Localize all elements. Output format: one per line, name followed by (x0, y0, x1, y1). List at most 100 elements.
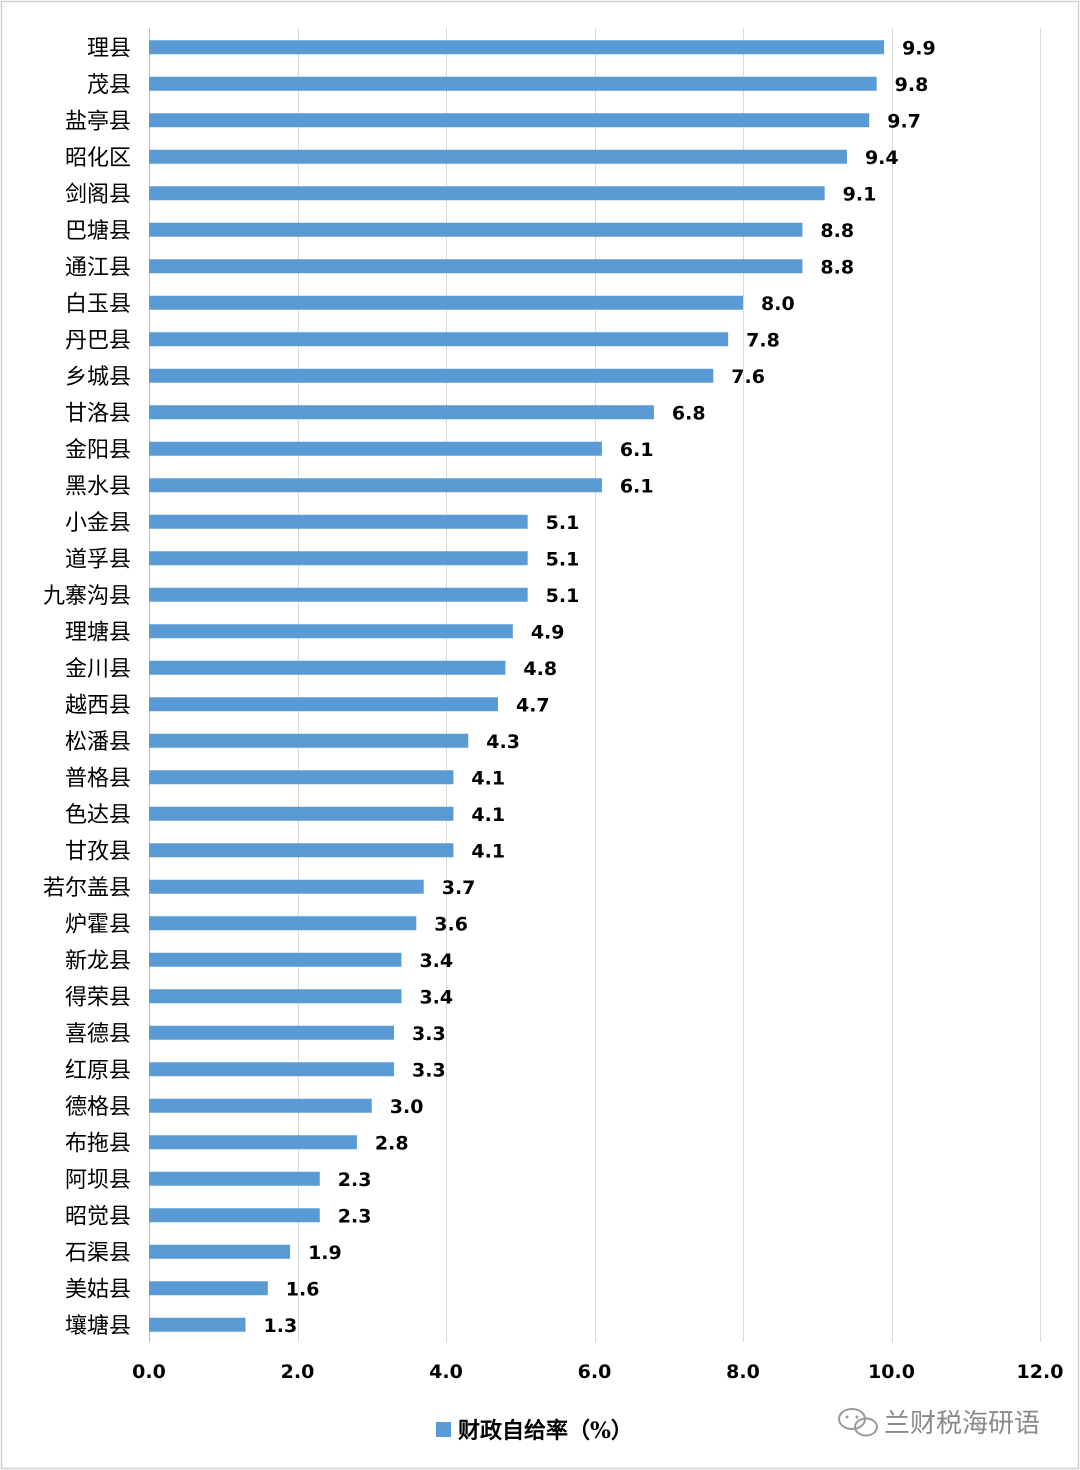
bar[interactable] (149, 295, 743, 310)
bar[interactable] (149, 733, 469, 748)
value-label: 1.9 (308, 1242, 342, 1264)
value-label: 6.8 (672, 402, 706, 424)
category-label: 理县 (87, 36, 131, 61)
category-label: 九寨沟县 (43, 584, 131, 609)
bars (149, 40, 885, 1332)
bar[interactable] (149, 149, 847, 164)
value-label: 2.3 (338, 1205, 372, 1227)
bar[interactable] (149, 843, 454, 858)
x-tick-label: 0.0 (132, 1361, 166, 1383)
category-label: 德格县 (65, 1095, 131, 1120)
category-label: 乡城县 (65, 365, 131, 390)
bar[interactable] (149, 1098, 372, 1113)
value-label: 3.3 (412, 1023, 446, 1045)
category-label: 布拖县 (65, 1131, 131, 1156)
bar[interactable] (149, 770, 454, 785)
bar[interactable] (149, 916, 417, 931)
value-label: 8.8 (820, 256, 854, 278)
value-label: 4.3 (486, 731, 520, 753)
legend[interactable]: 财政自给率（%） (436, 1418, 633, 1444)
value-label: 5.1 (546, 585, 580, 607)
bar[interactable] (149, 1135, 357, 1150)
bar[interactable] (149, 697, 498, 712)
bar[interactable] (149, 405, 654, 420)
bar[interactable] (149, 879, 424, 894)
bar[interactable] (149, 1244, 291, 1259)
bar[interactable] (149, 1208, 320, 1223)
x-tick-label: 6.0 (578, 1361, 612, 1383)
value-label: 3.0 (390, 1096, 424, 1118)
category-label: 若尔盖县 (43, 876, 131, 901)
bar[interactable] (149, 587, 528, 602)
bar[interactable] (149, 76, 877, 91)
bar[interactable] (149, 1317, 246, 1332)
legend-label: 财政自给率（%） (458, 1418, 633, 1444)
value-label: 3.6 (434, 913, 468, 935)
value-label: 3.7 (442, 877, 476, 899)
category-label: 新龙县 (65, 949, 131, 974)
value-label: 9.1 (843, 183, 877, 205)
x-tick-label: 12.0 (1017, 1361, 1064, 1383)
bar[interactable] (149, 1025, 395, 1040)
bar[interactable] (149, 1062, 395, 1077)
bar[interactable] (149, 989, 402, 1004)
category-label: 普格县 (65, 766, 131, 791)
category-label: 甘孜县 (65, 839, 131, 864)
value-label: 7.6 (731, 366, 765, 388)
category-label: 昭觉县 (65, 1204, 131, 1229)
value-label: 1.6 (286, 1278, 320, 1300)
category-label: 色达县 (65, 803, 131, 828)
category-label: 石渠县 (65, 1241, 131, 1266)
category-label: 金阳县 (65, 438, 131, 463)
legend-swatch (436, 1422, 451, 1437)
category-label: 通江县 (65, 255, 131, 280)
value-label: 2.8 (375, 1132, 409, 1154)
category-label: 得荣县 (65, 985, 131, 1010)
value-label: 4.1 (471, 767, 505, 789)
bar[interactable] (149, 1281, 268, 1296)
bar[interactable] (149, 624, 513, 639)
x-tick-label: 2.0 (281, 1361, 315, 1383)
value-label: 5.1 (546, 548, 580, 570)
bar[interactable] (149, 113, 870, 128)
value-label: 2.3 (338, 1169, 372, 1191)
bar[interactable] (149, 40, 885, 55)
x-axis-tick-labels: 0.0 2.0 4.0 6.0 8.0 10.0 12.0 (132, 1361, 1063, 1383)
category-label: 理塘县 (65, 620, 131, 645)
bar[interactable] (149, 478, 602, 493)
value-label: 9.9 (902, 37, 936, 59)
category-label: 壤塘县 (65, 1314, 131, 1339)
category-label: 美姑县 (65, 1277, 131, 1302)
bar[interactable] (149, 660, 506, 675)
value-label: 1.3 (264, 1315, 298, 1337)
bar[interactable] (149, 551, 528, 566)
bar[interactable] (149, 332, 729, 347)
category-label: 盐亭县 (65, 109, 131, 134)
bar[interactable] (149, 441, 602, 456)
category-label: 小金县 (65, 511, 131, 536)
value-label: 7.8 (746, 329, 780, 351)
value-label: 3.4 (419, 950, 453, 972)
bar[interactable] (149, 368, 714, 383)
bar[interactable] (149, 514, 528, 529)
category-label: 剑阁县 (65, 182, 131, 207)
category-label: 昭化区 (65, 146, 131, 171)
category-label: 炉霍县 (65, 912, 131, 937)
category-label: 松潘县 (65, 730, 131, 755)
bar[interactable] (149, 952, 402, 967)
category-labels: 理县茂县盐亭县昭化区剑阁县巴塘县通江县白玉县丹巴县乡城县甘洛县金阳县黑水县小金县… (43, 36, 131, 1339)
category-label: 白玉县 (65, 292, 131, 317)
watermark: 兰财税海研语 (838, 1408, 1040, 1439)
x-tick-label: 10.0 (868, 1361, 915, 1383)
value-label: 4.9 (531, 621, 565, 643)
bar[interactable] (149, 806, 454, 821)
watermark-text: 兰财税海研语 (884, 1409, 1040, 1439)
category-label: 茂县 (87, 73, 131, 98)
value-label: 4.8 (523, 658, 557, 680)
bar[interactable] (149, 1171, 320, 1186)
bar[interactable] (149, 186, 825, 201)
bar[interactable] (149, 222, 803, 237)
value-label: 3.3 (412, 1059, 446, 1081)
bar[interactable] (149, 259, 803, 274)
